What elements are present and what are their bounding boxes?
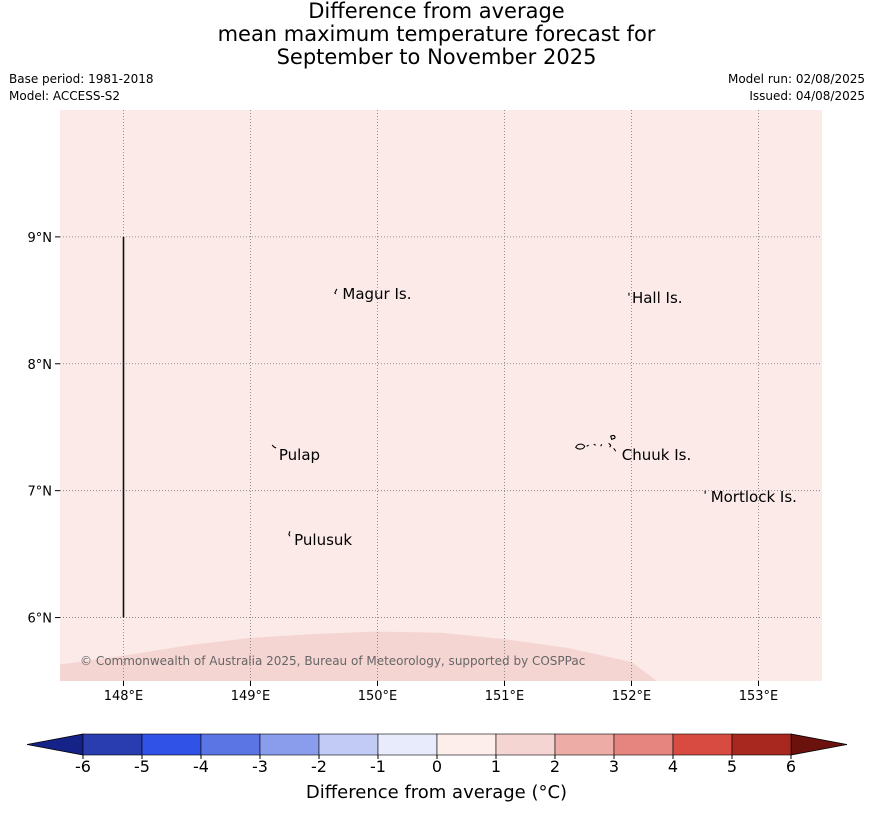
island-magur — [334, 288, 338, 295]
colorbar-tick-label: -5 — [134, 757, 150, 776]
lon-tick-label: 153°E — [739, 689, 779, 704]
colorbar-under-arrow — [26, 733, 84, 756]
colorbar-tick-label: -1 — [370, 757, 386, 776]
colorbar: -6 -5 -4 -3 -2 -1 0 1 2 3 4 5 6 — [26, 733, 848, 776]
colorbar-segment — [613, 733, 674, 756]
colorbar-tick-label: 5 — [727, 757, 737, 776]
colorbar-label: Difference from average (°C) — [305, 782, 568, 803]
colorbar-tick-label: 4 — [668, 757, 678, 776]
lat-tick-label: 8°N — [28, 358, 53, 373]
meta-right: Model run: 02/08/2025 Issued: 04/08/2025 — [728, 71, 865, 105]
colorbar-segment — [141, 733, 202, 756]
map-background — [60, 110, 822, 681]
lon-tick-label: 148°E — [104, 689, 144, 704]
issued-date: Issued: 04/08/2025 — [749, 89, 865, 103]
lat-tick-label: 9°N — [28, 231, 53, 246]
base-period: Base period: 1981-2018 — [9, 72, 154, 86]
model-run: Model run: 02/08/2025 — [727, 72, 865, 86]
map-layer: 148°E 149°E 150°E 151°E 152°E 153°E 9°N 8°N 7°N 6… — [28, 110, 822, 704]
colorbar-tick-label: -6 — [75, 757, 91, 776]
colorbar-segment — [672, 733, 733, 756]
model-name: Model: ACCESS-S2 — [9, 89, 121, 103]
island-chuuk — [575, 434, 617, 452]
colorbar-segment — [436, 733, 497, 756]
meta-left: Base period: 1981-2018 Model: ACCESS-S2 — [9, 71, 154, 105]
colorbar-over-arrow — [790, 733, 848, 756]
island-pulap — [271, 444, 277, 449]
island-pulusuk — [288, 531, 291, 537]
lat-tick-label: 6°N — [28, 612, 53, 627]
colorbar-tick-label: 6 — [786, 757, 796, 776]
copyright-notice: © Commonwealth of Australia 2025, Bureau… — [80, 654, 585, 668]
lon-tick-label: 150°E — [358, 689, 398, 704]
colorbar-tick-label: 2 — [550, 757, 560, 776]
colorbar-tick-label: 3 — [609, 757, 619, 776]
map-title: Difference from average mean maximum tem… — [0, 0, 873, 69]
lon-tick-label: 151°E — [485, 689, 525, 704]
colorbar-segment — [200, 733, 261, 756]
colorbar-tick-label: 1 — [491, 757, 501, 776]
place-label: Mortlock Is. — [711, 488, 797, 506]
colorbar-segment — [554, 733, 615, 756]
lon-tick-label: 149°E — [231, 689, 271, 704]
title-line-3: September to November 2025 — [276, 45, 597, 69]
colorbar-segment — [495, 733, 556, 756]
colorbar-tick-label: 0 — [432, 757, 442, 776]
title-line-2: mean maximum temperature forecast for — [217, 22, 656, 46]
place-label: Magur Is. — [342, 285, 411, 303]
colorbar-segment — [82, 733, 143, 756]
title-line-1: Difference from average — [308, 0, 565, 23]
warm-anomaly-region — [60, 631, 657, 681]
colorbar-segment — [318, 733, 379, 756]
colorbar-segment — [731, 733, 792, 756]
colorbar-segment — [259, 733, 320, 756]
place-label: Pulap — [279, 446, 320, 464]
place-label: Chuuk Is. — [622, 446, 691, 464]
place-label: Pulusuk — [294, 531, 352, 549]
colorbar-segment — [377, 733, 438, 756]
colorbar-tick-label: -4 — [193, 757, 209, 776]
lon-tick-label: 152°E — [612, 689, 652, 704]
place-label: Hall Is. — [632, 289, 683, 307]
colorbar-tick-label: -2 — [311, 757, 327, 776]
lat-tick-label: 7°N — [28, 485, 53, 500]
colorbar-tick-label: -3 — [252, 757, 268, 776]
